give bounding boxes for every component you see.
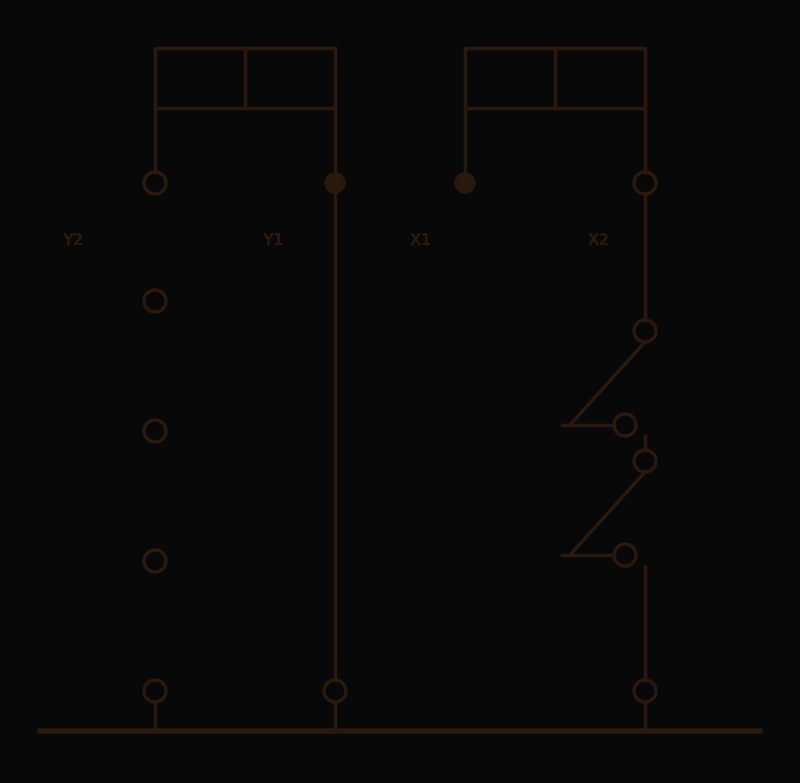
Text: X1: X1 bbox=[410, 233, 432, 248]
Text: Y1: Y1 bbox=[262, 233, 283, 248]
Circle shape bbox=[325, 173, 345, 193]
Text: X2: X2 bbox=[588, 233, 610, 248]
Text: Y2: Y2 bbox=[62, 233, 83, 248]
Circle shape bbox=[455, 173, 475, 193]
